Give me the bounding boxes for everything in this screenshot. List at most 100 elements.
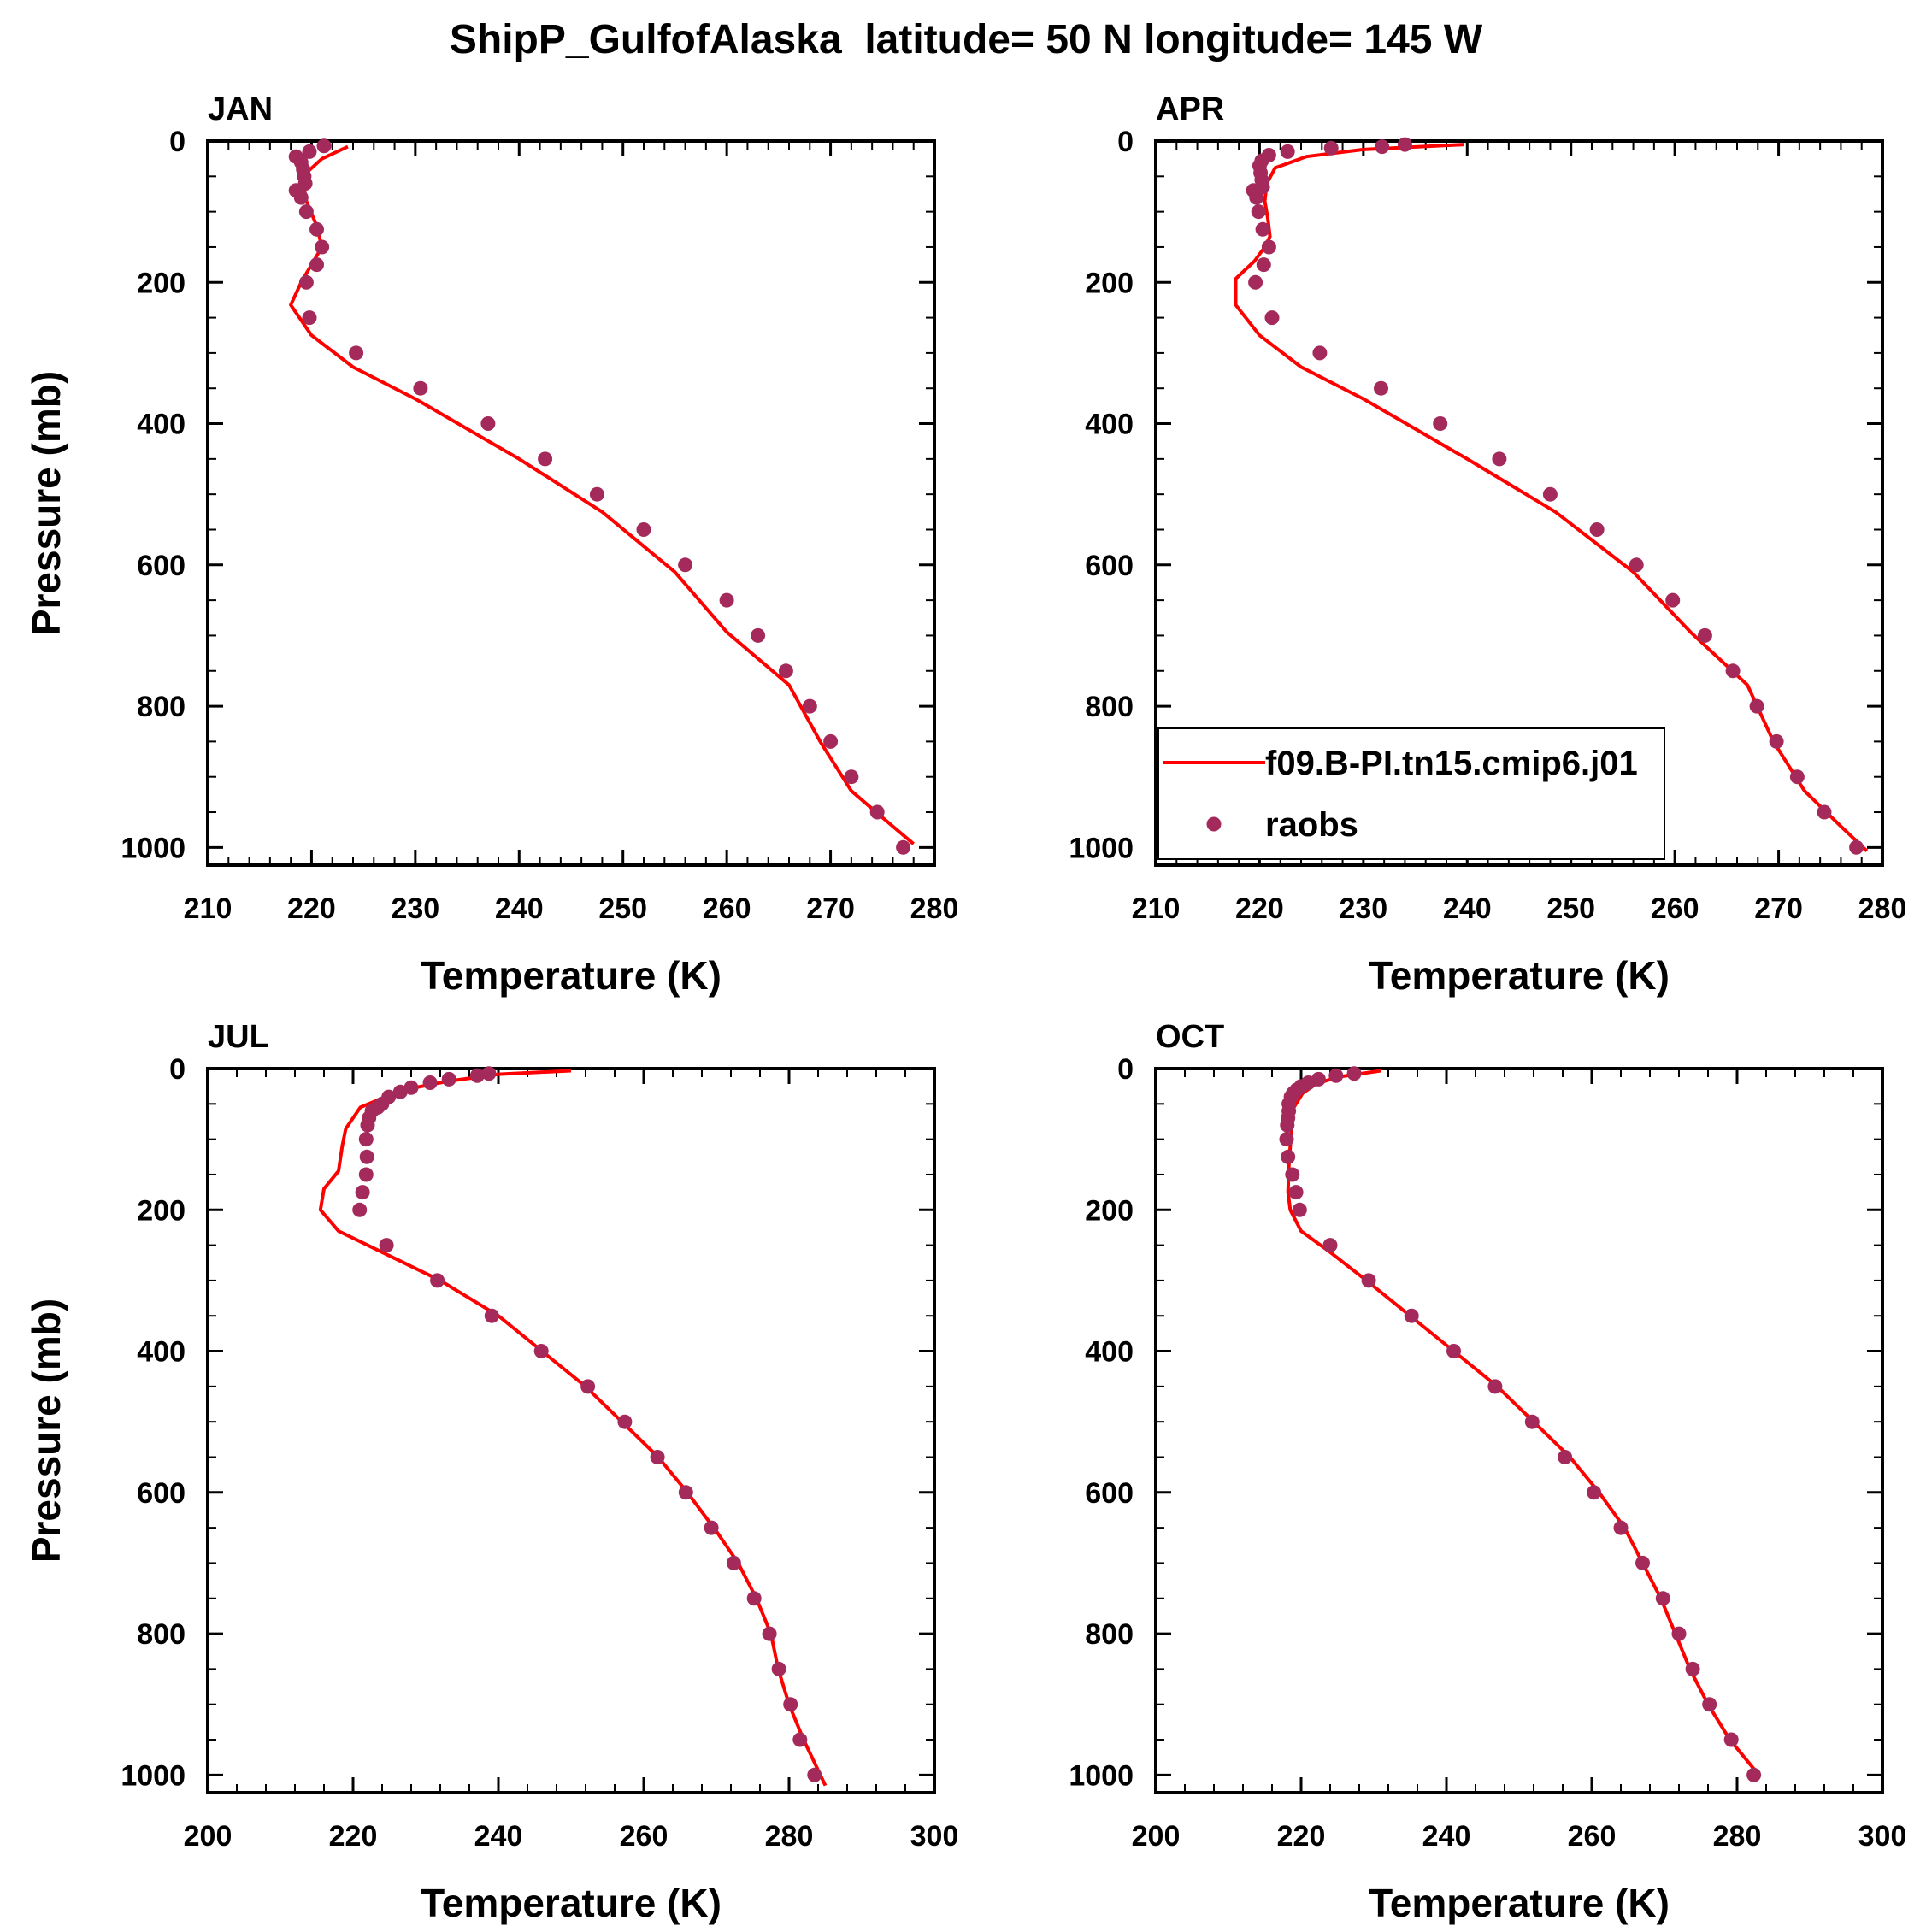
raobs-point	[1255, 221, 1270, 237]
raobs-point	[533, 1344, 549, 1358]
panel-oct: 0 200 400 600 800 1000 200 220 240 260 280 300 OCT Te…	[1069, 1019, 1906, 1925]
y-tick-label: 600	[1085, 1477, 1134, 1510]
y-tick-label: 400	[1085, 409, 1134, 441]
raobs-point	[358, 1167, 374, 1182]
raobs-point	[481, 1066, 497, 1081]
raobs-point	[1280, 144, 1295, 159]
y-tick-label: 600	[1085, 550, 1134, 582]
x-tick-label: 270	[1754, 892, 1803, 925]
x-tick-label: 260	[703, 892, 751, 925]
raobs-point	[360, 1117, 375, 1133]
x-tick-label: 200	[1132, 1820, 1181, 1852]
raobs-point	[678, 557, 693, 573]
raobs-point	[726, 1555, 741, 1570]
x-axis-label: Temperature (K)	[1369, 1881, 1670, 1925]
legend-entry-label: f09.B-PI.tn15.cmip6.j01	[1265, 745, 1638, 782]
y-tick-label: 400	[137, 409, 186, 441]
raobs-point	[650, 1450, 665, 1464]
raobs-point	[1665, 592, 1681, 608]
y-tick-label: 800	[137, 691, 186, 723]
raobs-point	[719, 592, 734, 608]
raobs-point	[783, 1697, 798, 1712]
y-tick-label: 1000	[121, 1759, 186, 1792]
raobs-point	[302, 310, 317, 326]
raobs-point	[1279, 1132, 1294, 1147]
raobs-point	[1542, 486, 1558, 502]
raobs-point	[298, 274, 314, 290]
x-tick-label: 280	[910, 892, 959, 925]
raobs-point	[1248, 274, 1263, 290]
x-tick-label: 280	[1858, 892, 1907, 925]
raobs-point	[1629, 557, 1644, 573]
y-tick-label: 800	[1085, 1618, 1134, 1651]
raobs-point	[315, 239, 330, 255]
raobs-point	[1446, 1344, 1461, 1358]
raobs-point	[1346, 1066, 1362, 1081]
legend-box	[1157, 727, 1665, 860]
raobs-point	[869, 804, 885, 820]
raobs-point	[355, 1185, 370, 1200]
x-axis-label: Temperature (K)	[1369, 953, 1670, 998]
raobs-point	[580, 1379, 596, 1394]
raobs-point	[1487, 1379, 1503, 1394]
raobs-point	[316, 138, 332, 154]
raobs-point	[771, 1661, 786, 1676]
raobs-point	[1769, 733, 1784, 749]
raobs-point	[1587, 1485, 1602, 1500]
y-tick-label: 0	[1117, 126, 1134, 158]
panel-jan: 0 200 400 600 800 1000 210 220 230 240 250 260 270 28…	[24, 91, 958, 998]
raobs-point	[1285, 1167, 1300, 1182]
y-tick-label: 0	[169, 126, 186, 158]
model-profile-line-jul	[318, 1069, 828, 1787]
raobs-point	[1280, 1117, 1295, 1133]
y-tick-label: 200	[1085, 1194, 1134, 1227]
raobs-point	[1671, 1626, 1687, 1641]
raobs-point	[636, 522, 651, 537]
panel-title-jul: JUL	[208, 1019, 269, 1055]
y-tick-label: 800	[137, 1618, 186, 1651]
raobs-point	[413, 380, 428, 396]
raobs-point	[1323, 140, 1339, 156]
raobs-point	[379, 1238, 394, 1253]
raobs-point	[802, 698, 817, 714]
x-tick-label: 220	[1277, 1820, 1326, 1852]
raobs-point	[896, 839, 911, 855]
raobs-point	[1746, 1767, 1762, 1782]
raobs-point	[1558, 1450, 1573, 1464]
y-axis-label: Pressure (mb)	[24, 371, 68, 635]
raobs-point	[1281, 1149, 1296, 1164]
x-tick-label: 210	[1132, 892, 1181, 925]
x-tick-label: 240	[1422, 1820, 1471, 1852]
x-tick-label: 210	[184, 892, 233, 925]
raobs-point	[1328, 1068, 1344, 1083]
raobs-point	[1697, 627, 1712, 643]
raobs-point	[1312, 345, 1328, 361]
x-tick-label: 280	[1713, 1820, 1762, 1852]
y-axis-label: Pressure (mb)	[24, 1299, 68, 1563]
raobs-point	[807, 1767, 822, 1782]
raobs-point	[538, 451, 553, 467]
raobs-point	[1589, 522, 1605, 537]
x-tick-label: 270	[806, 892, 855, 925]
raobs-point	[1492, 451, 1507, 467]
plot-frame-jan	[206, 139, 936, 867]
raobs-point	[617, 1414, 633, 1429]
y-tick-label: 1000	[1069, 1759, 1134, 1792]
raobs-point	[302, 144, 317, 159]
raobs-point	[1404, 1308, 1419, 1323]
raobs-point	[359, 1149, 374, 1164]
x-tick-label: 220	[329, 1820, 378, 1852]
raobs-point	[392, 1084, 408, 1099]
panel-apr: 0 200 400 600 800 1000 210 220 230 240 250 260 270 28…	[1069, 91, 1906, 998]
x-tick-label: 260	[1651, 892, 1699, 925]
panel-title-oct: OCT	[1156, 1019, 1224, 1055]
raobs-point	[1256, 257, 1271, 273]
panel-title-jan: JAN	[208, 91, 273, 127]
raobs-point	[1375, 139, 1390, 155]
y-tick-label: 1000	[1069, 832, 1134, 864]
raobs-point	[1635, 1555, 1650, 1570]
x-tick-label: 230	[1339, 892, 1387, 925]
x-tick-label: 260	[1568, 1820, 1617, 1852]
y-tick-label: 1000	[121, 832, 186, 864]
